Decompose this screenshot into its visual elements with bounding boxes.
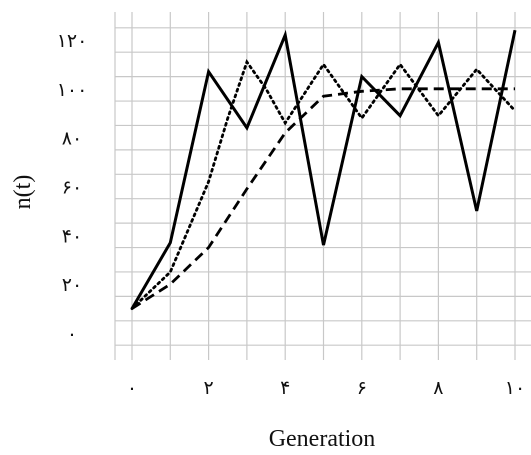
x-tick-label: ۶: [357, 377, 367, 399]
y-tick-label: ۰: [67, 323, 77, 345]
y-tick-label: ۱۰۰: [57, 79, 88, 101]
y-axis-title: n(t): [10, 175, 36, 210]
grid: [114, 12, 531, 360]
y-tick-label: ۲۰: [62, 274, 82, 296]
y-tick-label: ۴۰: [62, 225, 82, 247]
x-tick-label: ۸: [433, 377, 443, 399]
y-tick-label: ۱۲۰: [57, 30, 88, 52]
x-axis-title: Generation: [269, 426, 376, 452]
y-tick-label: ۸۰: [62, 128, 82, 150]
series-group: [130, 29, 517, 311]
series-line-dashed: [131, 87, 515, 310]
series-line-dotted: [130, 58, 517, 311]
x-tick-label: ۱۰: [505, 377, 525, 399]
x-tick-label: ۰: [127, 377, 137, 399]
x-tick-label: ۴: [280, 377, 290, 399]
y-tick-label: ۶۰: [62, 177, 82, 199]
x-tick-label: ۲: [203, 377, 213, 399]
tick-labels: ۰ ۲۰ ۴۰ ۶۰ ۸۰ ۱۰۰ ۱۲۰ ۰ ۲ ۴ ۶ ۸ ۱۰: [57, 30, 526, 399]
